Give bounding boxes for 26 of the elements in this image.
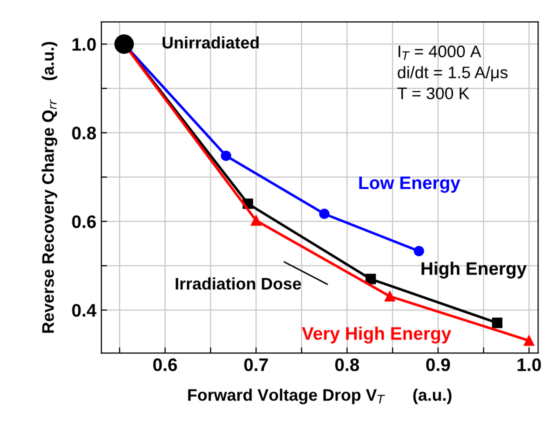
x-tick-label: 0.9 — [426, 358, 450, 372]
y-tick-label: 0.8 — [72, 126, 96, 140]
x-tick-label: 1.0 — [518, 358, 541, 372]
annotation: Unirradiated — [162, 36, 259, 49]
point — [366, 274, 376, 284]
point — [524, 335, 534, 346]
series-label: Very High Energy — [302, 326, 452, 344]
series-label: Low Energy — [359, 176, 460, 193]
x-tick-label: 0.6 — [153, 358, 177, 372]
x-tick-label: 0.7 — [244, 358, 268, 372]
y-tick-label: 0.6 — [72, 215, 96, 228]
annotation: I$_{T}$ = 4000 A di/dt = 1.5 A/μs T = 300 K — [397, 46, 508, 100]
point — [250, 215, 262, 226]
point — [319, 208, 330, 220]
series-label: High Energy — [422, 262, 527, 279]
point — [384, 291, 396, 302]
point — [220, 150, 232, 161]
text: Forward Voltage Drop V$_{T}$ (a.u.) — [188, 388, 452, 404]
annotation: Irradiation Dose — [176, 277, 301, 290]
x-tick-label: 0.8 — [335, 358, 360, 372]
y-tick-label: 0.4 — [72, 304, 96, 317]
text: Reverse Recovery Charge Q$_{rr}$ (a.u.) — [42, 42, 58, 333]
point — [114, 34, 134, 54]
point — [414, 246, 424, 256]
point — [492, 318, 502, 328]
y-tick-label: 1.0 — [72, 38, 96, 51]
